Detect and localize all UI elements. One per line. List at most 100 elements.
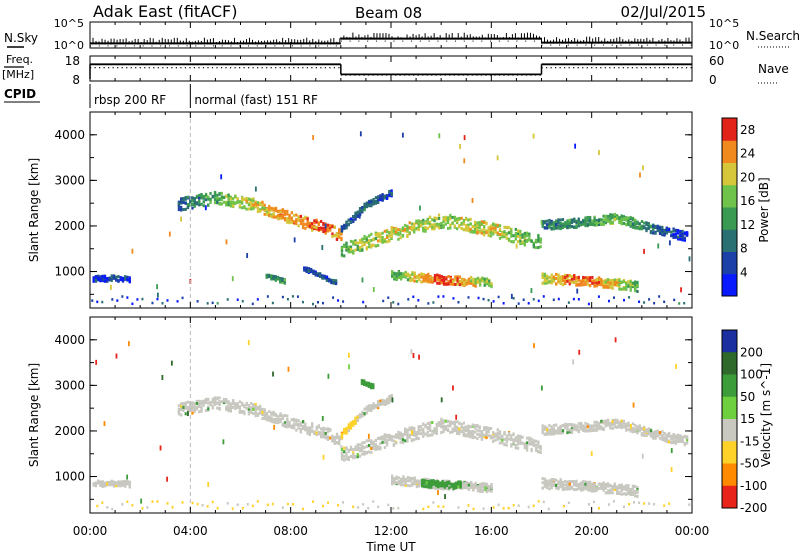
velocity-cell xyxy=(528,438,531,442)
velocity-cell xyxy=(575,427,578,431)
velocity-cell xyxy=(295,428,298,432)
velocity-cell xyxy=(340,445,343,449)
power-cell xyxy=(399,230,402,236)
nave-point xyxy=(345,74,347,76)
power-cell xyxy=(340,249,344,253)
power-cell xyxy=(406,234,409,238)
velocity-cell xyxy=(428,421,432,425)
power-cell xyxy=(588,223,592,227)
velocity-cell xyxy=(550,427,553,431)
power-cell xyxy=(252,199,255,203)
power-cell xyxy=(245,199,248,203)
cpid-modes: rbsp 200 RF normal (fast) 151 RF xyxy=(89,84,318,108)
power-cell xyxy=(573,219,576,223)
power-cell xyxy=(126,278,129,282)
power-cell xyxy=(460,216,463,220)
power-cell xyxy=(527,302,530,305)
velocity-cell xyxy=(417,429,420,433)
velocity-cell xyxy=(530,447,533,451)
velocity-cell xyxy=(566,430,569,434)
power-cell xyxy=(604,216,608,220)
power-cell xyxy=(406,224,409,228)
velocity-cell xyxy=(566,483,569,487)
search-noise-point xyxy=(239,45,241,47)
power-cell xyxy=(498,224,502,228)
velocity-cell xyxy=(392,439,396,443)
velocity-cell xyxy=(471,432,475,436)
power-cell xyxy=(181,296,184,300)
power-cell xyxy=(445,282,448,286)
velocity-cell xyxy=(141,507,144,510)
colorbar-tick-label: 24 xyxy=(740,147,755,161)
velocity-cell xyxy=(615,421,619,425)
velocity-cell xyxy=(297,422,300,426)
power-cell xyxy=(372,286,375,292)
power-cell xyxy=(424,221,427,225)
velocity-cell xyxy=(397,434,400,438)
power-cell xyxy=(681,236,684,240)
power-cell xyxy=(198,203,201,207)
power-cell xyxy=(435,222,438,226)
search-noise-point xyxy=(437,40,439,42)
power-cell xyxy=(573,217,576,221)
power-cell xyxy=(482,297,485,301)
power-cell xyxy=(570,277,574,281)
velocity-cell xyxy=(115,481,118,485)
velocity-cell xyxy=(625,426,628,430)
velocity-cell xyxy=(227,401,230,405)
velocity-cell xyxy=(485,426,488,430)
power-cell xyxy=(507,226,511,230)
power-cell xyxy=(548,218,551,222)
power-cell xyxy=(586,219,589,223)
velocity-cell xyxy=(376,447,380,451)
velocity-cell xyxy=(259,410,262,414)
velocity-cell xyxy=(331,439,334,443)
power-cell xyxy=(281,295,284,299)
velocity-cell xyxy=(177,412,181,416)
velocity-cell xyxy=(449,423,452,427)
velocity-cell xyxy=(96,504,99,508)
velocity-cell xyxy=(636,431,639,435)
freq-left-unit: [MHz] xyxy=(2,68,34,81)
power-cell xyxy=(492,229,495,233)
velocity-cell xyxy=(537,442,540,446)
power-cell xyxy=(408,231,411,235)
velocity-cell xyxy=(101,501,104,504)
velocity-cell xyxy=(584,429,587,433)
power-cell xyxy=(670,230,673,234)
velocity-cell xyxy=(216,396,219,400)
noise-right-tick-bottom: 10^0 xyxy=(709,39,739,52)
velocity-cell xyxy=(361,412,364,416)
velocity-cell xyxy=(449,420,452,424)
power-cell xyxy=(496,155,499,161)
velocity-cell xyxy=(480,432,484,436)
velocity-cell xyxy=(297,419,300,423)
velocity-cell xyxy=(374,405,377,409)
velocity-cell xyxy=(618,425,621,429)
velocity-cell xyxy=(562,504,565,508)
power-cell xyxy=(557,276,560,280)
power-cell xyxy=(320,226,323,230)
velocity-cell xyxy=(311,500,314,503)
power-cell xyxy=(458,225,461,229)
velocity-cell xyxy=(672,432,675,436)
power-cell xyxy=(361,248,364,252)
power-cell xyxy=(266,295,269,298)
power-cell xyxy=(467,296,470,299)
velocity-cell xyxy=(186,400,190,404)
velocity-cell xyxy=(425,485,428,489)
velocity-cell xyxy=(460,422,463,426)
power-cell xyxy=(261,203,264,207)
power-cell xyxy=(251,302,254,306)
power-cell xyxy=(449,223,452,227)
velocity-cell xyxy=(395,435,398,439)
power-cell xyxy=(189,198,192,202)
velocity-cell xyxy=(388,395,391,399)
velocity-cell xyxy=(457,485,460,489)
velocity-cell xyxy=(559,426,562,430)
velocity-cell xyxy=(550,486,553,490)
velocity-cell xyxy=(430,483,433,487)
power-cell xyxy=(334,282,338,286)
velocity-cell xyxy=(636,488,639,492)
nave-point xyxy=(284,67,286,69)
